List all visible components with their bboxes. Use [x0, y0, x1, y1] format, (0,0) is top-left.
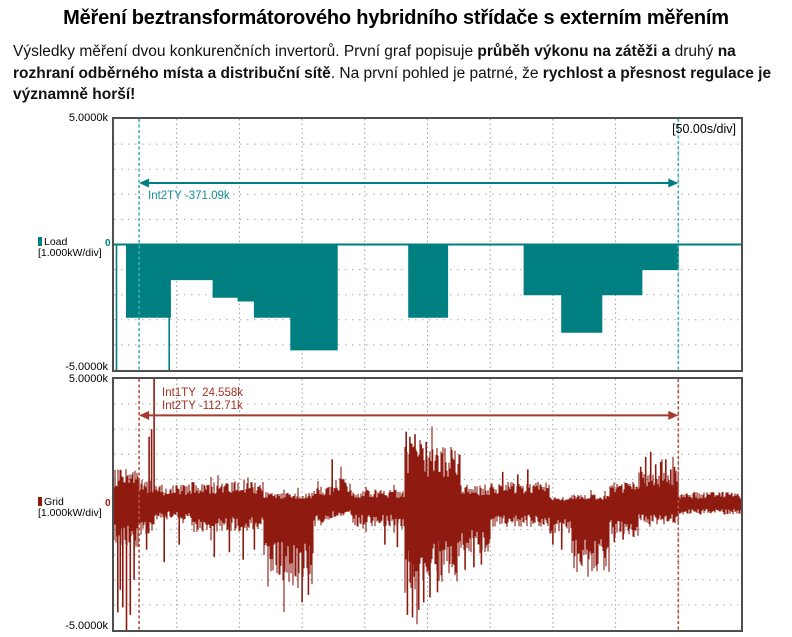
load-measurement-label: Int2TY -371.09k	[148, 190, 230, 203]
gridlines	[114, 379, 741, 630]
load-legend-marker-icon	[38, 237, 42, 246]
grid-zero-marker: 0	[105, 498, 111, 509]
grid-plot-area: Int1TY 24.558k Int2TY -112.71k	[112, 377, 743, 632]
load-waveform-svg	[114, 119, 741, 370]
grid-measurement2-name: Int2TY	[162, 400, 196, 412]
load-plot-area: [50.00s/div] Int2TY -371.09k	[112, 117, 743, 372]
grid-measurement2-value: -112.71k	[198, 400, 243, 412]
grid-trace	[114, 426, 741, 625]
load-measurement-value: -371.09k	[184, 190, 230, 202]
grid-measurement1-name: Int1TY	[162, 387, 196, 399]
measurement-arrow	[139, 178, 679, 188]
load-y-min-label: -5.0000k	[65, 361, 108, 373]
measurement-arrow	[139, 410, 679, 420]
load-scale-label: [1.000kW/div]	[38, 247, 102, 259]
load-trace	[114, 244, 741, 351]
grid-y-max-label: 5.0000k	[68, 373, 108, 385]
load-y-max-label: 5.0000k	[68, 112, 108, 124]
gridlines	[114, 119, 741, 370]
load-timebase-label: [50.00s/div]	[672, 122, 736, 136]
grid-channel-label: Grid [1.000kW/div]	[38, 497, 102, 519]
load-measurement-name: Int2TY	[148, 190, 182, 202]
grid-channel-name: Grid	[44, 496, 64, 508]
intro-paragraph: Výsledky měření dvou konkurenčních inver…	[13, 43, 772, 103]
load-channel-label: Load [1.000kW/div]	[38, 237, 102, 259]
grid-waveform-svg	[114, 379, 741, 630]
grid-measurement1-value: 24.558k	[202, 387, 243, 399]
load-zero-marker: 0	[105, 238, 111, 249]
grid-measurement-labels: Int1TY 24.558k Int2TY -112.71k	[162, 387, 243, 413]
grid-legend-marker-icon	[38, 497, 42, 506]
grid-scale-label: [1.000kW/div]	[38, 507, 102, 519]
load-channel-name: Load	[44, 236, 68, 248]
grid-y-min-label: -5.0000k	[65, 620, 108, 632]
page-title: Měření beztransformátorového hybridního …	[63, 7, 729, 29]
